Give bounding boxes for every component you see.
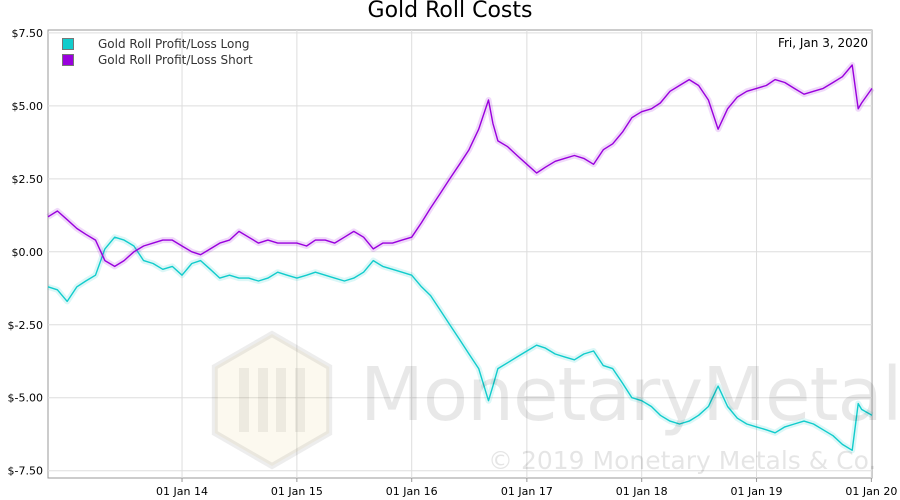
legend-item-long[interactable]: Gold Roll Profit/Loss Long <box>62 36 253 52</box>
legend-label-long: Gold Roll Profit/Loss Long <box>98 37 250 51</box>
watermark-logo-bar <box>295 368 305 432</box>
legend-label-short: Gold Roll Profit/Loss Short <box>98 53 253 67</box>
series-line-long <box>47 236 873 451</box>
x-tick-label: 01 Jan 16 <box>386 485 438 498</box>
y-tick-label: $7.50 <box>12 27 44 40</box>
chart-title: Gold Roll Costs <box>367 0 533 23</box>
watermark-copyright: © 2019 Monetary Metals & Co. <box>488 446 877 475</box>
legend-item-short[interactable]: Gold Roll Profit/Loss Short <box>62 52 253 68</box>
y-tick-label: $5.00 <box>12 100 44 113</box>
watermark-logo-bar <box>239 368 249 432</box>
watermark-logo-icon <box>211 330 333 470</box>
series-line-short <box>47 64 873 268</box>
y-tick-label: $-2.50 <box>8 319 43 332</box>
x-tick-label: 01 Jan 14 <box>156 485 208 498</box>
watermark-logo-bar <box>258 368 268 432</box>
y-tick-label: $0.00 <box>12 246 44 259</box>
watermark-brand: MonetaryMetals® <box>360 352 900 438</box>
date-readout: Fri, Jan 3, 2020 <box>777 36 868 50</box>
x-tick-label: 01 Jan 15 <box>271 485 323 498</box>
chart-legend: Gold Roll Profit/Loss Long Gold Roll Pro… <box>62 36 253 68</box>
x-tick-label: 01 Jan 17 <box>501 485 553 498</box>
x-tick-label: 01 Jan 18 <box>616 485 668 498</box>
plot-area <box>47 29 873 479</box>
x-tick-label: 01 Jan 19 <box>731 485 783 498</box>
x-tick-label: 01 Jan 20 <box>845 485 897 498</box>
y-tick-label: $-5.00 <box>8 392 43 405</box>
watermark-logo-bar <box>276 368 286 432</box>
legend-swatch-long <box>62 38 74 50</box>
watermark-brand-text: MonetaryMetals <box>360 352 900 438</box>
y-tick-label: $2.50 <box>12 173 44 186</box>
legend-swatch-short <box>62 54 74 66</box>
y-tick-label: $-7.50 <box>8 465 43 478</box>
